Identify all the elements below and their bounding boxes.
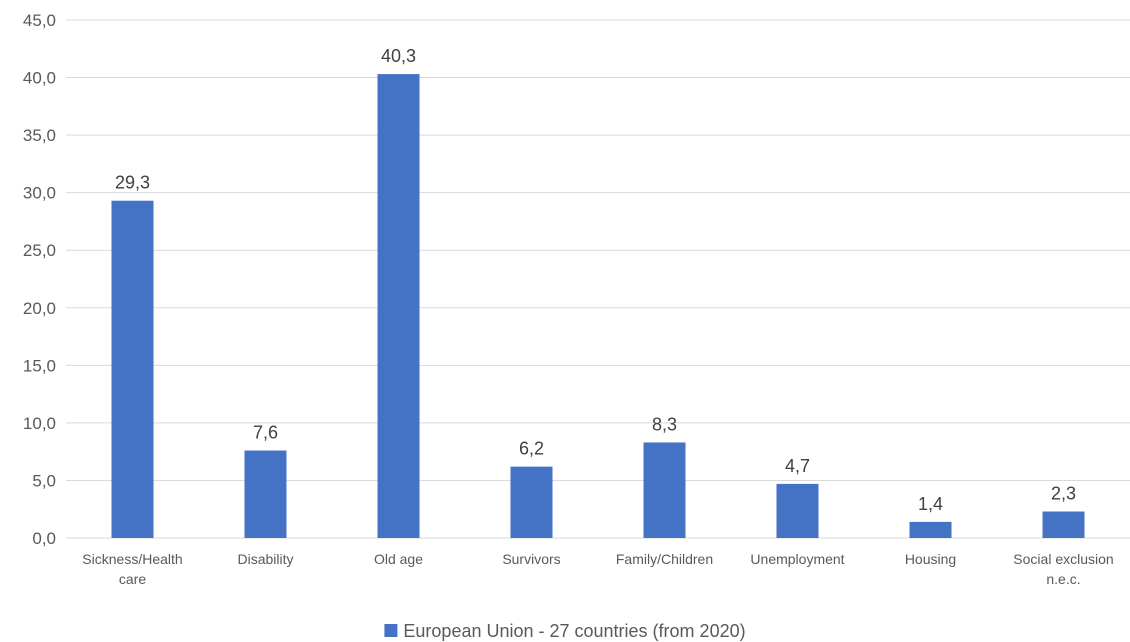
data-labels: 29,3 7,6 40,3 6,2 8,3 4,7 1,4 2,3 [115,46,1076,514]
bar [909,521,952,538]
y-tick-label: 25,0 [23,241,56,260]
bar [111,200,154,539]
y-tick-label: 15,0 [23,356,56,375]
data-label: 29,3 [115,173,150,193]
x-axis-category-labels: Sickness/Health care Disability Old age Surv… [82,551,1113,587]
y-tick-label: 10,0 [23,414,56,433]
y-tick-label: 20,0 [23,299,56,318]
data-label: 8,3 [652,414,677,434]
bars [111,74,1085,539]
bar [776,483,819,538]
x-category-label: Sickness/Health [82,551,182,567]
x-category-label: n.e.c. [1046,571,1080,587]
y-tick-label: 0,0 [32,529,56,548]
data-label: 4,7 [785,456,810,476]
y-tick-label: 30,0 [23,184,56,203]
x-category-label: Social exclusion [1013,551,1113,567]
x-category-label: Family/Children [616,551,713,567]
y-tick-label: 45,0 [23,11,56,30]
legend: European Union - 27 countries (from 2020… [384,621,746,641]
data-label: 6,2 [519,439,544,459]
x-category-label: Survivors [502,551,560,567]
y-axis-tick-labels: 0,0 5,0 10,0 15,0 20,0 25,0 30,0 35,0 40,0 45,0 [23,11,56,548]
legend-label: European Union - 27 countries (from 2020… [403,621,745,641]
data-label: 2,3 [1051,484,1076,504]
bar [510,466,553,538]
y-tick-label: 35,0 [23,126,56,145]
x-category-label: care [119,571,146,587]
gridlines [66,19,1130,539]
bar [1042,511,1085,538]
data-label: 7,6 [253,423,278,443]
x-category-label: Disability [237,551,293,567]
y-tick-label: 40,0 [23,69,56,88]
bar [377,74,420,538]
x-category-label: Housing [905,551,956,567]
legend-swatch [384,624,398,637]
y-tick-label: 5,0 [32,471,56,490]
data-label: 40,3 [381,46,416,66]
x-category-label: Unemployment [750,551,844,567]
bar [643,442,686,538]
bar [244,450,287,538]
data-label: 1,4 [918,494,943,514]
x-category-label: Old age [374,551,423,567]
